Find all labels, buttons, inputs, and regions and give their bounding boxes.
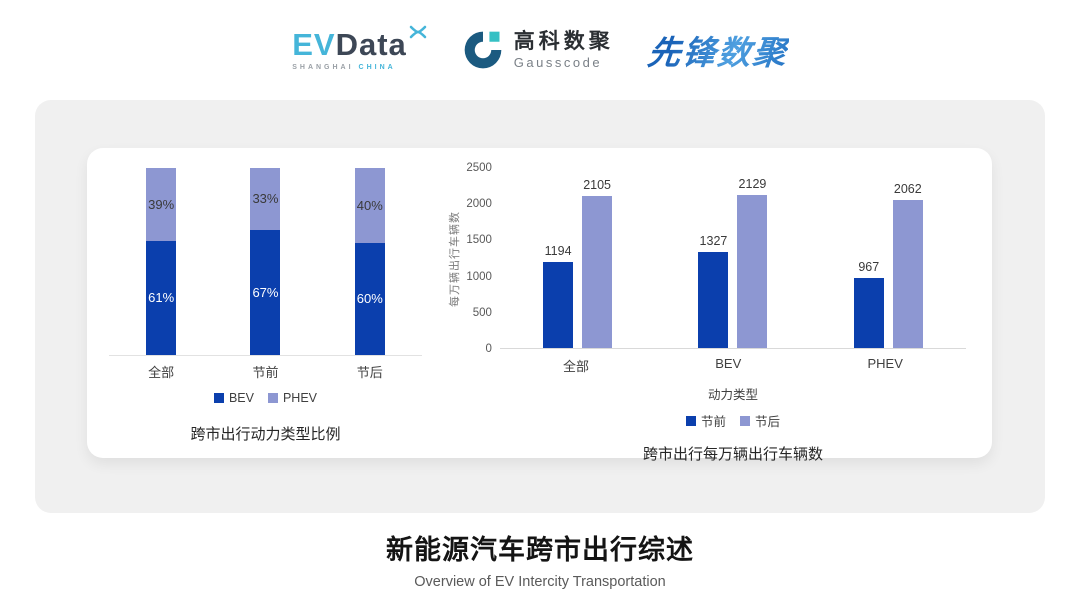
grouped-chart-title: 跨市出行每万辆出行车辆数 (642, 446, 823, 463)
category-label: PHEV (867, 356, 903, 371)
charts-card: 39% 61% 33% 67% 40% 60% 全部 节前 节后 BEV PHEV 跨市出行动力… (87, 148, 992, 463)
y-tick-label: 1000 (466, 270, 492, 283)
bar-value-label: 1327 (699, 234, 728, 249)
bar (698, 252, 729, 348)
grouped-category-axis: 全部 BEV PHEV (500, 356, 966, 375)
bar-with-label: 2062 (892, 168, 923, 348)
gausscode-logo: 高科数聚 Gausscode (461, 28, 614, 72)
bar-value-label: 967 (858, 260, 880, 275)
category-label: 全部 (563, 359, 590, 374)
stacked-bar: 39% 61% (146, 168, 177, 355)
y-tick-label: 0 (485, 343, 492, 355)
page-subtitle: Overview of EV Intercity Transportation (414, 574, 666, 590)
category-label: BEV (715, 356, 742, 371)
bar-segment: 33% (250, 168, 281, 230)
bar-segment: 61% (146, 240, 177, 355)
stacked-bar: 33% 67% (250, 168, 281, 355)
legend-item: 节前 (685, 411, 726, 430)
bar-value-label: 2105 (583, 178, 612, 193)
bar-value-label: 1194 (544, 244, 572, 259)
report-panel: 39% 61% 33% 67% 40% 60% 全部 节前 节后 BEV PHEV 跨市出行动力… (35, 100, 1045, 513)
report-footer: 新能源汽车跨市出行综述 Overview of EV Intercity Tra… (0, 528, 1080, 590)
y-axis-label: 每万辆出行车辆数 (448, 210, 461, 307)
x-axis-label: 动力类型 (707, 388, 758, 402)
bar-group: 1194 2105 (543, 168, 613, 348)
gausscode-en-text: Gausscode (513, 54, 603, 70)
evdata-data-text: Data (335, 27, 407, 62)
y-tick-label: 2500 (466, 162, 492, 174)
legend-item: PHEV (267, 391, 317, 405)
legend-label: PHEV (282, 391, 317, 405)
gausscode-cn-text: 高科数聚 (513, 30, 614, 54)
bar-segment: 39% (146, 168, 177, 241)
y-tick-label: 1500 (466, 234, 492, 247)
bar-value-label: 2129 (738, 176, 767, 191)
stacked-chart-title: 跨市出行动力类型比例 (190, 426, 341, 443)
bar-group: 967 2062 (853, 168, 923, 348)
category-label: 全部 (148, 365, 175, 380)
logo-bar: EV Data SHANGHAI CHINA 高科数聚 Gausscode 先锋数… (0, 0, 1080, 76)
bar (543, 262, 574, 348)
legend-swatch (267, 393, 278, 403)
xianfeng-logo: 先锋数聚 (645, 26, 790, 74)
evdata-ev-text: EV (292, 27, 336, 62)
bar (853, 278, 884, 348)
bar-with-label: 1327 (698, 168, 729, 348)
y-tick-label: 500 (472, 306, 492, 319)
stacked-percent-chart: 39% 61% 33% 67% 40% 60% 全部 节前 节后 BEV PHEV 跨市出行动力… (87, 148, 440, 458)
bar-segment: 40% (354, 168, 385, 243)
grouped-bar-chart: 每万辆出行车辆数 0 500 1000 1500 2000 2500 1194 2105 13… (440, 148, 992, 463)
legend-swatch (685, 415, 696, 426)
bar (737, 194, 768, 348)
y-tick-label: 2000 (466, 198, 492, 211)
category-label: 节后 (356, 365, 383, 380)
legend-item: 节后 (739, 411, 780, 430)
page-title: 新能源汽车跨市出行综述 (386, 535, 694, 565)
evdata-sparkle-icon (409, 25, 427, 39)
stacked-category-axis: 全部 节前 节后 (109, 362, 422, 381)
bar-with-label: 967 (853, 168, 884, 348)
grouped-plot-area: 1194 2105 1327 2129 967 2062 (499, 168, 966, 349)
bar (582, 196, 613, 348)
legend-item: BEV (213, 391, 254, 405)
legend-label: BEV (228, 391, 254, 405)
evdata-tagline: SHANGHAI CHINA (292, 64, 396, 71)
bar-with-label: 2105 (582, 168, 613, 348)
bar-segment: 60% (354, 242, 385, 355)
y-axis-ticks: 0 500 1000 1500 2000 2500 (462, 162, 500, 355)
evdata-logo: EV Data SHANGHAI CHINA (292, 25, 427, 71)
gausscode-icon (464, 31, 502, 69)
bar-with-label: 2129 (737, 168, 768, 348)
legend-swatch (739, 415, 750, 426)
legend-label: 节前 (700, 415, 726, 429)
xianfeng-text: 先锋数聚 (645, 26, 790, 74)
grouped-legend: 节前 节后 (500, 411, 966, 430)
bar-segment: 67% (250, 229, 281, 355)
bar-with-label: 1194 (543, 168, 574, 348)
bar-group: 1327 2129 (698, 168, 768, 348)
bar (892, 199, 923, 348)
bar-value-label: 2062 (893, 181, 922, 196)
legend-swatch (213, 393, 224, 403)
category-label: 节前 (252, 365, 279, 380)
legend-label: 节后 (754, 415, 780, 429)
stacked-legend: BEV PHEV (109, 391, 422, 405)
stacked-plot-area: 39% 61% 33% 67% 40% 60% (109, 168, 422, 356)
stacked-bar: 40% 60% (354, 168, 385, 355)
